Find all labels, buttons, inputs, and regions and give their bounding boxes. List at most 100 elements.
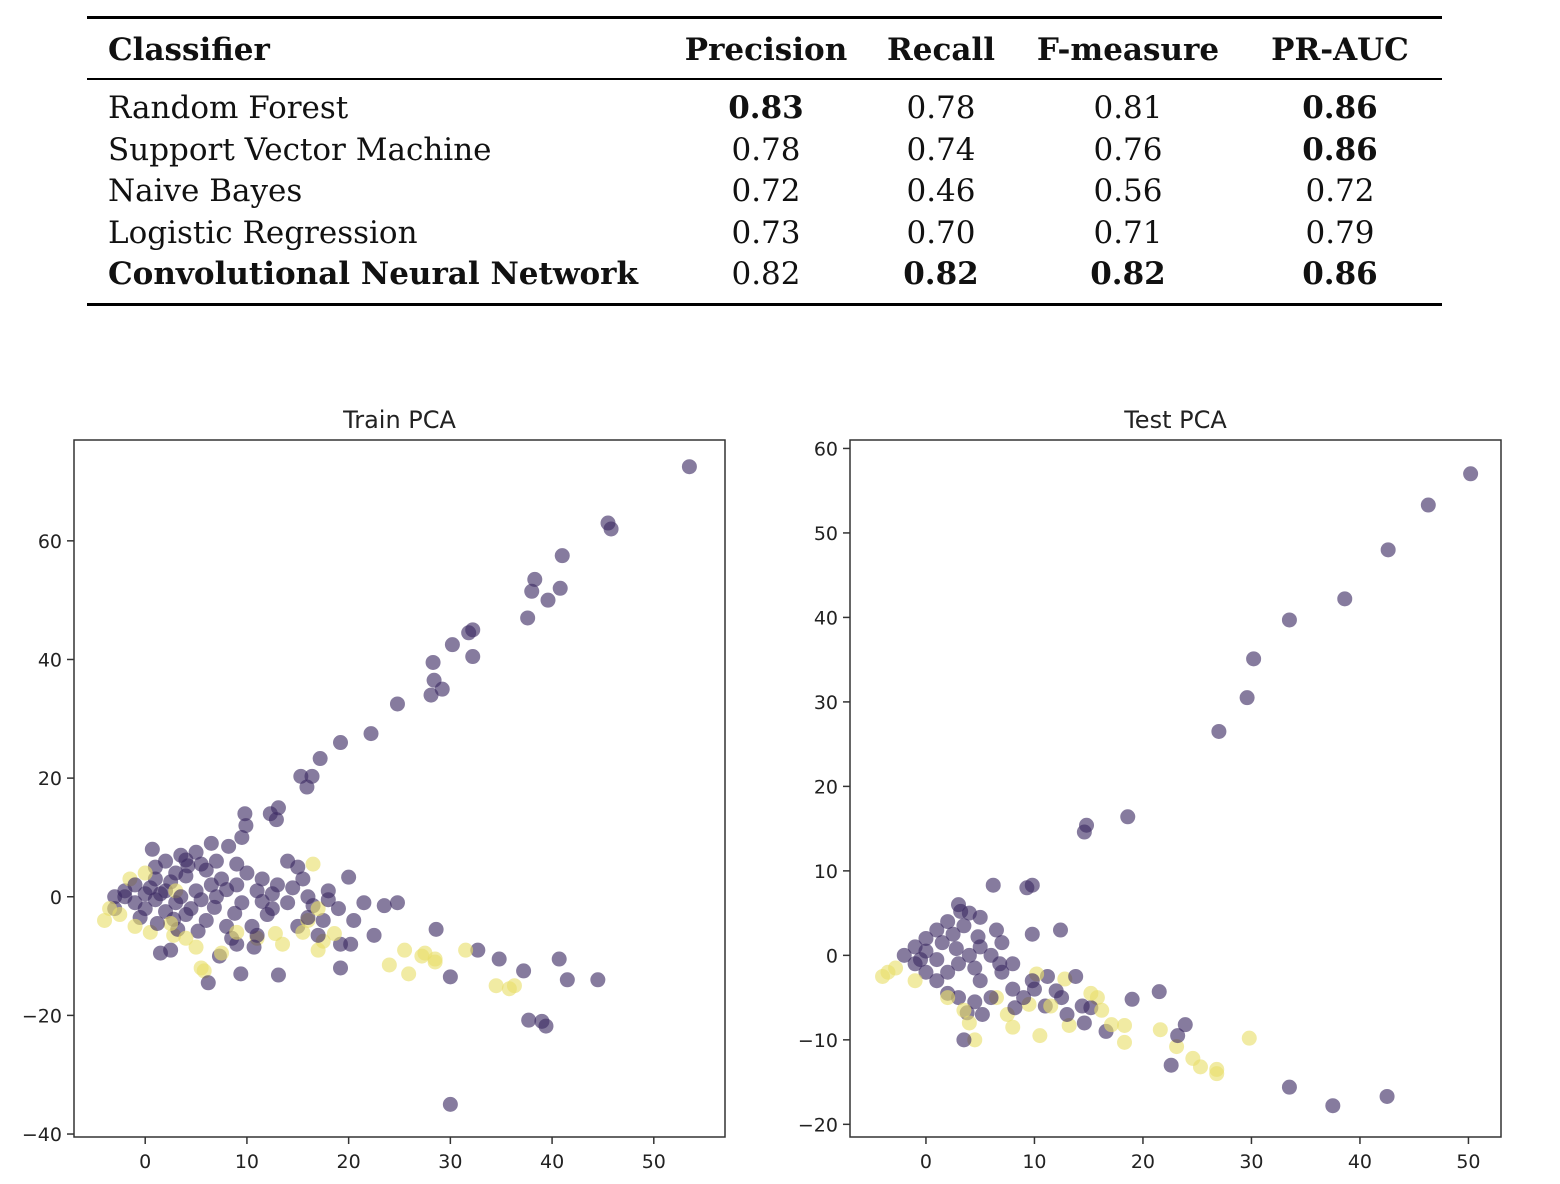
data-point [1079, 817, 1095, 833]
data-point [559, 972, 575, 988]
row-classifier-name: Convolutional Neural Network [108, 256, 638, 292]
x-tick-label: 30 [438, 1151, 462, 1173]
y-tick-label: 60 [814, 438, 838, 460]
data-point [1007, 1000, 1023, 1016]
data-point [376, 898, 392, 914]
data-point [280, 895, 296, 911]
data-point [341, 869, 357, 885]
data-point [173, 889, 189, 905]
data-point [295, 924, 311, 940]
cell-pr-auc: 0.86 [1302, 256, 1378, 292]
data-point [940, 964, 956, 980]
data-point [178, 930, 194, 946]
table-header-rule [87, 78, 1442, 80]
header-precision: Precision [684, 32, 848, 68]
data-point [945, 926, 961, 942]
data-point [305, 856, 321, 872]
data-point [229, 936, 245, 952]
data-point [458, 942, 474, 958]
data-point [389, 696, 405, 712]
chart-title: Test PCA [1123, 406, 1227, 434]
data-point [389, 895, 405, 911]
data-point [551, 951, 567, 967]
data-point [929, 973, 945, 989]
data-point [442, 1096, 458, 1112]
data-point [188, 883, 204, 899]
data-point [264, 886, 280, 902]
data-point [491, 951, 507, 967]
y-tick-label: −40 [22, 1124, 62, 1146]
data-point [1032, 1028, 1048, 1044]
data-point [461, 625, 477, 641]
data-point [246, 939, 262, 955]
data-point [1170, 1028, 1186, 1044]
data-point [1120, 809, 1136, 825]
data-point [983, 990, 999, 1006]
data-point [178, 868, 194, 884]
data-point [1163, 1057, 1179, 1073]
data-point [974, 1006, 990, 1022]
data-point [540, 592, 556, 608]
data-point [442, 969, 458, 985]
data-point [1151, 984, 1167, 1000]
data-point [956, 918, 972, 934]
y-tick-label: 0 [50, 887, 62, 909]
data-point [896, 947, 912, 963]
data-point [144, 841, 160, 857]
data-point [198, 912, 214, 928]
data-point [967, 960, 983, 976]
data-point [1068, 968, 1084, 984]
cell-recall: 0.82 [903, 256, 979, 292]
data-point [401, 966, 417, 982]
data-point [1169, 1039, 1185, 1055]
y-tick-label: −20 [22, 1005, 62, 1027]
data-point [988, 922, 1004, 938]
data-point [127, 918, 143, 934]
data-point [366, 927, 382, 943]
data-point [1016, 990, 1032, 1006]
data-point [520, 610, 536, 626]
y-tick-label: −10 [798, 1030, 838, 1052]
data-point [221, 838, 237, 854]
data-point [333, 960, 349, 976]
test-pca-chart: Test PCA 0 10 20 30 40 50 −20 −10 0 10 20 30 40 50 60 [798, 406, 1502, 1173]
data-point [1281, 612, 1297, 628]
data-point [1246, 651, 1262, 667]
cell-f-measure: 0.56 [1093, 173, 1163, 209]
data-point [234, 829, 250, 845]
data-point [951, 897, 966, 913]
data-point [506, 978, 522, 994]
train-pca-chart: Train PCA 0 10 20 30 40 50 −40 −20 0 20 40 60 [22, 406, 726, 1173]
header-pr-auc: PR-AUC [1271, 32, 1409, 68]
data-point [992, 956, 1008, 972]
data-point [967, 994, 983, 1010]
data-point [206, 899, 222, 915]
data-point [590, 972, 606, 988]
data-point [1083, 985, 1099, 1001]
x-tick-label: 30 [1239, 1151, 1263, 1173]
data-point [951, 990, 966, 1006]
y-tick-label: 0 [826, 945, 838, 967]
data-point [310, 942, 326, 958]
data-point [237, 806, 253, 822]
y-tick-label: 40 [814, 607, 838, 629]
data-point [961, 947, 977, 963]
data-point [102, 901, 118, 917]
data-point [310, 927, 326, 943]
data-point [465, 649, 481, 665]
data-point [203, 877, 219, 893]
x-tick-label: 20 [337, 1151, 361, 1173]
y-tick-label: 20 [814, 776, 838, 798]
data-point [188, 939, 204, 955]
cell-f-measure: 0.82 [1090, 256, 1166, 292]
data-point [333, 735, 349, 751]
cell-precision: 0.73 [731, 214, 801, 251]
data-point [163, 915, 179, 931]
row-classifier-name: Random Forest [108, 90, 349, 126]
data-point [444, 637, 460, 653]
data-point [213, 945, 229, 961]
data-point [972, 939, 988, 955]
table-bottom-rule [87, 303, 1442, 306]
data-point [158, 853, 174, 869]
data-point [149, 915, 165, 931]
